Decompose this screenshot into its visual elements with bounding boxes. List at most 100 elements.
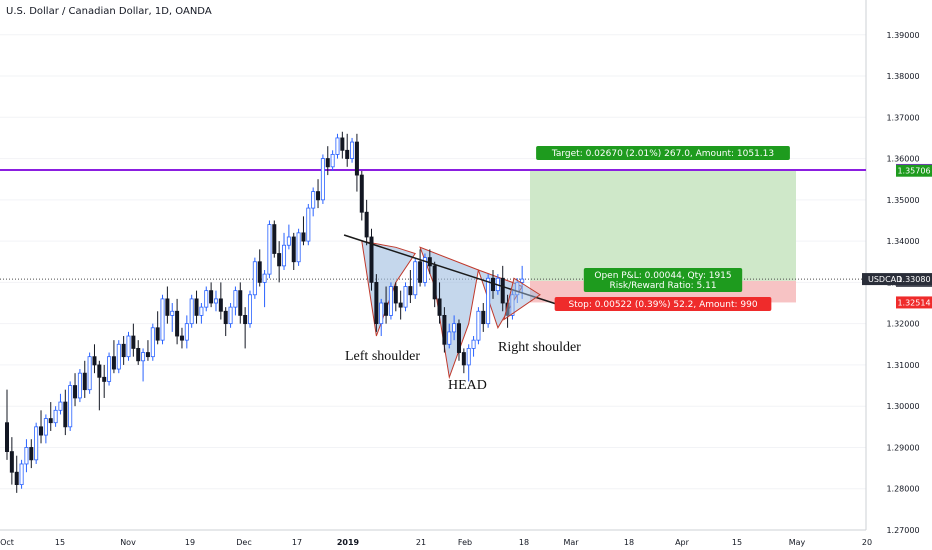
candle-body	[77, 372, 82, 399]
candle-body	[301, 232, 306, 242]
candle-body	[257, 261, 262, 283]
candle-body	[82, 372, 87, 391]
target-zone	[530, 170, 796, 281]
right-shoulder-label: Right shoulder	[498, 340, 581, 355]
candle-body	[461, 352, 466, 366]
y-tick-label: 1.34000	[886, 237, 919, 246]
last-price-symbol: USDCAD	[868, 275, 902, 284]
candle-body	[437, 298, 442, 316]
candle-body	[73, 385, 78, 399]
y-tick-label: 1.38000	[886, 72, 919, 81]
x-tick-label: 21	[416, 538, 426, 547]
candle-body	[63, 401, 68, 428]
candle-body	[267, 224, 272, 275]
candle-body	[520, 278, 525, 283]
candle-body	[320, 158, 325, 201]
candle-body	[340, 137, 345, 151]
candle-body	[58, 401, 63, 411]
open-pl-label-text: Risk/Reward Ratio: 5.11	[609, 281, 716, 291]
candle-body	[121, 343, 126, 358]
candle-body	[53, 409, 58, 424]
candle-body	[272, 224, 277, 254]
y-tick-label: 1.30000	[886, 402, 919, 411]
candle-body	[374, 281, 379, 325]
candle-body	[398, 302, 403, 308]
candle-body	[194, 298, 199, 316]
candle-body	[247, 294, 252, 325]
candle-body	[286, 236, 291, 246]
target-label-bg	[536, 146, 790, 160]
candle-body	[379, 302, 384, 325]
x-tick-label: May	[789, 538, 806, 547]
y-tick-label: 1.32000	[886, 320, 919, 329]
price-label-bg	[896, 164, 932, 177]
y-tick-label: 1.31000	[886, 361, 919, 370]
x-tick-label: 17	[292, 538, 302, 547]
candle-body	[97, 364, 102, 378]
candle-body	[311, 191, 316, 209]
price-label-text: 1.35706	[897, 167, 930, 176]
x-tick-label: Mar	[563, 538, 579, 547]
x-tick-label: Nov	[120, 538, 136, 547]
x-tick-label: 15	[55, 538, 65, 547]
x-tick-label: Dec	[236, 538, 251, 547]
candle-body	[175, 310, 180, 337]
y-tick-label: 1.36000	[886, 155, 919, 164]
candle-body	[316, 191, 321, 201]
last-price-label-bg	[862, 273, 932, 286]
candle-body	[223, 310, 228, 325]
candle-body	[218, 298, 223, 312]
candle-body	[369, 236, 374, 283]
x-tick-label: Oct	[0, 538, 14, 547]
candle-body	[238, 290, 243, 316]
candle-body	[126, 335, 131, 358]
candle-body	[184, 323, 189, 341]
candle-body	[136, 348, 141, 362]
candle-body	[466, 348, 471, 366]
candle-body	[43, 418, 48, 436]
candle-body	[442, 314, 447, 345]
candle-body	[243, 314, 248, 325]
candle-body	[452, 323, 457, 333]
candle-body	[456, 323, 461, 353]
candle-body	[24, 447, 29, 465]
y-tick-label: 1.35000	[886, 196, 919, 205]
candle-body	[345, 149, 350, 159]
y-tick-label: 1.39000	[886, 31, 919, 40]
candle-body	[384, 302, 389, 316]
x-tick-label: 19	[185, 538, 195, 547]
candle-body	[228, 306, 233, 325]
candle-body	[282, 244, 287, 267]
candle-body	[213, 298, 218, 304]
candle-body	[277, 253, 282, 267]
candle-body	[92, 356, 97, 366]
candle-body	[131, 335, 136, 349]
candle-body	[39, 426, 44, 436]
candle-body	[209, 290, 214, 304]
x-tick-label: 18	[519, 538, 529, 547]
candle-body	[14, 471, 19, 486]
candle-body	[481, 310, 486, 325]
candle-body	[199, 306, 204, 316]
candle-body	[68, 385, 73, 428]
candle-body	[252, 261, 257, 296]
y-tick-label: 1.28000	[886, 485, 919, 494]
open-pl-label-text: Open P&L: 0.00044, Qty: 1915	[594, 271, 731, 281]
candle-body	[291, 236, 296, 263]
candle-body	[5, 422, 10, 452]
candle-body	[34, 426, 39, 461]
candle-body	[102, 376, 107, 382]
candle-body	[422, 257, 427, 283]
x-tick-label: 15	[732, 538, 742, 547]
price-label-text: 1.32514	[897, 298, 930, 307]
chart-title: U.S. Dollar / Canadian Dollar, 1D, OANDA	[6, 6, 212, 17]
candle-body	[418, 261, 423, 283]
candle-body	[471, 339, 476, 349]
stop-label-bg	[554, 297, 772, 311]
candle-body	[29, 447, 34, 461]
price-label-bg	[896, 296, 932, 309]
candle-body	[388, 286, 393, 316]
candle-body	[160, 298, 165, 341]
x-tick-label: 20	[862, 538, 872, 547]
